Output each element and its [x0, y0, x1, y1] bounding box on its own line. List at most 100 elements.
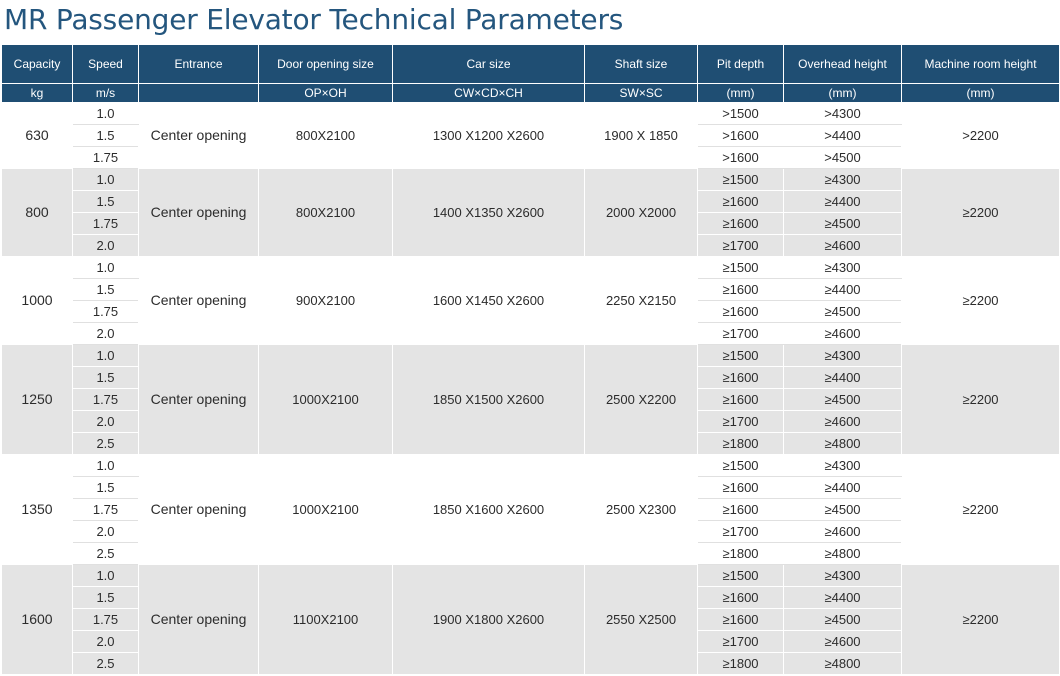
speed-cell: 2.0 [72, 234, 139, 257]
table-row: 1.5 ≥1600 ≥4400 [2, 586, 1060, 609]
column-unit [138, 83, 259, 103]
car-size-cell: 1600 X1450 X2600 [392, 256, 585, 345]
column-unit: kg [1, 83, 73, 103]
overhead-height-cell: >4400 [783, 124, 902, 147]
pit-depth-cell: ≥1700 [697, 520, 784, 543]
speed-cell: 1.75 [72, 498, 139, 521]
pit-depth-cell: ≥1500 [697, 256, 784, 279]
pit-depth-cell: ≥1600 [697, 608, 784, 631]
overhead-height-cell: ≥4500 [783, 300, 902, 323]
pit-depth-cell: >1600 [697, 146, 784, 169]
overhead-height-cell: ≥4400 [783, 586, 902, 609]
pit-depth-cell: ≥1700 [697, 234, 784, 257]
pit-depth-cell: ≥1600 [697, 278, 784, 301]
door-size-cell: 800X2100 [258, 168, 393, 257]
overhead-height-cell: ≥4300 [783, 256, 902, 279]
table-row: 1600 1.0 Center opening 1100X2100 1900 X1800… [1, 564, 1060, 675]
unit-row: kg m/s OP×OH CW×CD×CH SW×SC (mm) (mm) (m… [1, 83, 1060, 103]
car-size-cell: 1400 X1350 X2600 [392, 168, 585, 257]
speed-cell: 1.0 [72, 564, 139, 587]
speed-cell: 1.0 [72, 256, 139, 279]
speed-cell: 1.5 [72, 366, 139, 389]
pit-depth-cell: ≥1600 [697, 190, 784, 213]
column-unit: OP×OH [258, 83, 393, 103]
overhead-height-cell: ≥4300 [783, 344, 902, 367]
table-row: 2.0 ≥1700 ≥4600 [2, 520, 1060, 543]
column-unit: CW×CD×CH [392, 83, 585, 103]
machine-room-cell: >2200 [901, 102, 1060, 169]
speed-cell: 2.0 [72, 410, 139, 433]
overhead-height-cell: ≥4400 [783, 366, 902, 389]
column-unit: m/s [72, 83, 139, 103]
entrance-cell: Center opening [138, 256, 259, 345]
pit-depth-cell: ≥1800 [697, 432, 784, 455]
door-size-cell: 1000X2100 [258, 454, 393, 565]
page-title: MR Passenger Elevator Technical Paramete… [4, 3, 624, 36]
table-row: 1.75 >1600 >4500 [2, 146, 1060, 169]
car-size-cell: 1900 X1800 X2600 [392, 564, 585, 675]
pit-depth-cell: ≥1500 [697, 344, 784, 367]
table-row: 1.5 >1600 >4400 [2, 124, 1060, 147]
table-row: 2.0 ≥1700 ≥4600 [2, 410, 1060, 433]
column-header: Machine room height [901, 44, 1060, 84]
car-size-cell: 1850 X1500 X2600 [392, 344, 585, 455]
pit-depth-cell: ≥1600 [697, 388, 784, 411]
overhead-height-cell: ≥4800 [783, 542, 902, 565]
pit-depth-cell: ≥1700 [697, 630, 784, 653]
speed-cell: 1.0 [72, 344, 139, 367]
table-row: 1.75 ≥1600 ≥4500 [2, 498, 1060, 521]
door-size-cell: 1000X2100 [258, 344, 393, 455]
pit-depth-cell: ≥1600 [697, 476, 784, 499]
overhead-height-cell: ≥4500 [783, 498, 902, 521]
speed-cell: 2.5 [72, 432, 139, 455]
speed-cell: 1.5 [72, 586, 139, 609]
shaft-size-cell: 2000 X2000 [584, 168, 698, 257]
column-unit: (mm) [783, 83, 902, 103]
column-header: Car size [392, 44, 585, 84]
table-row: 1.5 ≥1600 ≥4400 [2, 278, 1060, 301]
machine-room-cell: ≥2200 [901, 454, 1060, 565]
pit-depth-cell: ≥1500 [697, 454, 784, 477]
table-row: 1.75 ≥1600 ≥4500 [2, 388, 1060, 411]
shaft-size-cell: 2550 X2500 [584, 564, 698, 675]
column-unit: (mm) [901, 83, 1060, 103]
shaft-size-cell: 2250 X2150 [584, 256, 698, 345]
table-body: 630 1.0 Center opening 800X2100 1300 X1200 X… [1, 102, 1060, 675]
shaft-size-cell: 2500 X2300 [584, 454, 698, 565]
pit-depth-cell: ≥1600 [697, 300, 784, 323]
overhead-height-cell: ≥4500 [783, 388, 902, 411]
overhead-height-cell: ≥4600 [783, 234, 902, 257]
entrance-cell: Center opening [138, 454, 259, 565]
pit-depth-cell: ≥1600 [697, 498, 784, 521]
table-row: 2.0 ≥1700 ≥4600 [2, 322, 1060, 345]
pit-depth-cell: >1600 [697, 124, 784, 147]
speed-cell: 1.75 [72, 388, 139, 411]
capacity-cell: 1600 [1, 564, 73, 675]
speed-cell: 2.0 [72, 630, 139, 653]
parameters-table: Capacity Speed Entrance Door opening siz… [1, 44, 1060, 675]
table-row: 1.75 ≥1600 ≥4500 [2, 212, 1060, 235]
column-header: Pit depth [697, 44, 784, 84]
speed-cell: 1.5 [72, 190, 139, 213]
column-header: Speed [72, 44, 139, 84]
pit-depth-cell: ≥1500 [697, 168, 784, 191]
pit-depth-cell: ≥1800 [697, 652, 784, 675]
overhead-height-cell: ≥4300 [783, 564, 902, 587]
table-row: 2.5 ≥1800 ≥4800 [2, 652, 1060, 675]
overhead-height-cell: ≥4400 [783, 476, 902, 499]
machine-room-cell: ≥2200 [901, 256, 1060, 345]
entrance-cell: Center opening [138, 168, 259, 257]
pit-depth-cell: ≥1600 [697, 586, 784, 609]
entrance-cell: Center opening [138, 344, 259, 455]
column-header: Shaft size [584, 44, 698, 84]
machine-room-cell: ≥2200 [901, 564, 1060, 675]
pit-depth-cell: >1500 [697, 102, 784, 125]
overhead-height-cell: ≥4600 [783, 520, 902, 543]
shaft-size-cell: 1900 X 1850 [584, 102, 698, 169]
car-size-cell: 1300 X1200 X2600 [392, 102, 585, 169]
door-size-cell: 900X2100 [258, 256, 393, 345]
shaft-size-cell: 2500 X2200 [584, 344, 698, 455]
table-row: 1250 1.0 Center opening 1000X2100 1850 X1500… [1, 344, 1060, 455]
table-row: 2.0 ≥1700 ≥4600 [2, 234, 1060, 257]
car-size-cell: 1850 X1600 X2600 [392, 454, 585, 565]
